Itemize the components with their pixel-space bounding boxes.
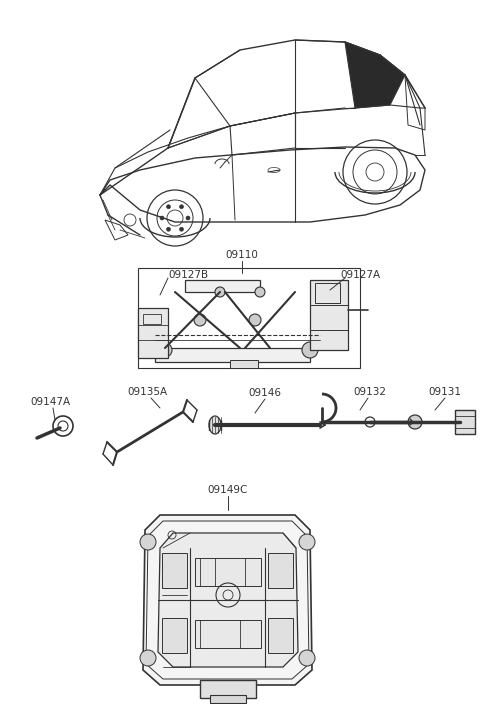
Circle shape — [194, 314, 206, 326]
Bar — [200, 680, 256, 698]
Bar — [310, 280, 348, 350]
Polygon shape — [143, 515, 312, 685]
Circle shape — [140, 650, 156, 666]
Bar — [155, 348, 310, 362]
Text: 09149C: 09149C — [208, 485, 248, 495]
Circle shape — [180, 227, 183, 231]
Bar — [195, 620, 261, 648]
Bar — [138, 308, 168, 358]
Circle shape — [408, 415, 422, 429]
Circle shape — [167, 205, 170, 209]
Text: 09127B: 09127B — [168, 270, 208, 280]
Bar — [268, 553, 293, 588]
Bar — [455, 410, 475, 434]
Bar — [210, 695, 246, 703]
Circle shape — [167, 227, 170, 231]
Circle shape — [180, 205, 183, 209]
Circle shape — [158, 343, 172, 357]
Text: 09147A: 09147A — [30, 397, 70, 407]
Bar — [268, 618, 293, 653]
Circle shape — [255, 287, 265, 297]
Bar — [143, 314, 161, 324]
Circle shape — [299, 534, 315, 550]
Text: 09131: 09131 — [429, 387, 461, 397]
Circle shape — [215, 287, 225, 297]
Text: 09110: 09110 — [226, 250, 258, 260]
Text: 09135A: 09135A — [127, 387, 167, 397]
Circle shape — [249, 314, 261, 326]
Circle shape — [140, 534, 156, 550]
Ellipse shape — [209, 416, 221, 434]
Text: 09132: 09132 — [353, 387, 386, 397]
Text: 09127A: 09127A — [340, 270, 380, 280]
Bar — [185, 280, 260, 292]
Bar — [162, 553, 187, 588]
Polygon shape — [158, 533, 298, 667]
Bar — [230, 360, 258, 368]
Circle shape — [302, 342, 318, 358]
Bar — [138, 268, 360, 368]
Bar — [195, 558, 261, 586]
Bar — [162, 618, 187, 653]
Circle shape — [186, 216, 190, 220]
Polygon shape — [345, 42, 405, 108]
Text: 09146: 09146 — [249, 388, 281, 398]
Circle shape — [160, 216, 164, 220]
Circle shape — [299, 650, 315, 666]
